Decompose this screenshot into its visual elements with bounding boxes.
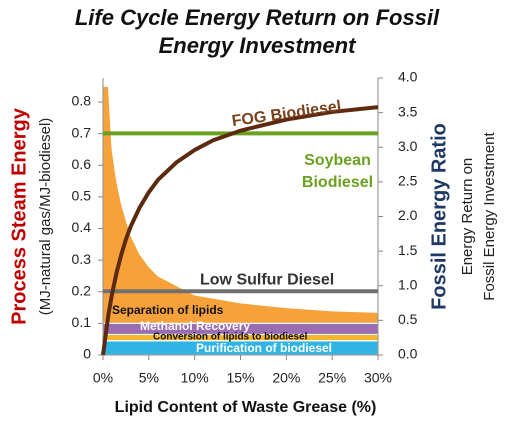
y2-tick-label: 1.0 <box>398 276 418 292</box>
y2-tick-label: 0.5 <box>398 311 418 327</box>
y-axis-title: Process Steam Energy <box>8 107 30 325</box>
series-label: Separation of lipids <box>112 303 224 317</box>
y-axis-subtitle: (MJ-natural gas/MJ-biodiesel) <box>37 118 54 316</box>
y-tick-label: 0 <box>83 346 91 362</box>
chart-title: Life Cycle Energy Return on Fossil Energ… <box>74 5 440 58</box>
x-tick-label: 20% <box>272 370 300 386</box>
y2-tick-label: 3.5 <box>398 103 418 119</box>
x-tick-label: 30% <box>364 370 392 386</box>
series-label: Purification of biodiesel <box>196 341 332 355</box>
x-axis-title: Lipid Content of Waste Grease (%) <box>115 399 377 416</box>
y2-tick-label: 0.0 <box>398 346 418 362</box>
y-tick-label: 0.3 <box>72 251 92 267</box>
y2-tick-label: 2.5 <box>398 173 418 189</box>
series-label: Methanol Recovery <box>140 319 250 333</box>
y2-axis-title: Fossil Energy Ratio <box>428 123 450 310</box>
y2-tick-label: 1.5 <box>398 242 418 258</box>
x-tick-label: 10% <box>181 370 209 386</box>
y-tick-label: 0.2 <box>72 282 92 298</box>
line-label: Low Sulfur Diesel <box>200 272 334 289</box>
y-tick-label: 0.4 <box>72 219 92 235</box>
y-tick-label: 0.7 <box>72 124 92 140</box>
x-tick-label: 15% <box>226 370 254 386</box>
y2-tick-label: 4.0 <box>398 69 418 85</box>
y-tick-label: 0.6 <box>72 156 92 172</box>
series-label: Conversion of lipids to biodiesel <box>153 332 308 343</box>
line-label: Soybean Biodiesel <box>301 152 374 191</box>
y2-axis-subtitle: Fossil Energy Investment <box>481 131 498 300</box>
line <box>101 105 379 356</box>
y-tick-label: 0.1 <box>72 314 92 330</box>
y-tick-label: 0.5 <box>72 188 92 204</box>
y2-tick-label: 3.0 <box>398 138 418 154</box>
series-label: FOG Biodiesel <box>231 98 343 130</box>
y2-tick-label: 2.0 <box>398 207 418 223</box>
y2-axis-subtitle: Energy Return on <box>459 158 476 276</box>
x-tick-label: 0% <box>93 370 113 386</box>
x-tick-label: 25% <box>318 370 346 386</box>
x-tick-label: 5% <box>139 370 159 386</box>
y-tick-label: 0.8 <box>72 93 92 109</box>
